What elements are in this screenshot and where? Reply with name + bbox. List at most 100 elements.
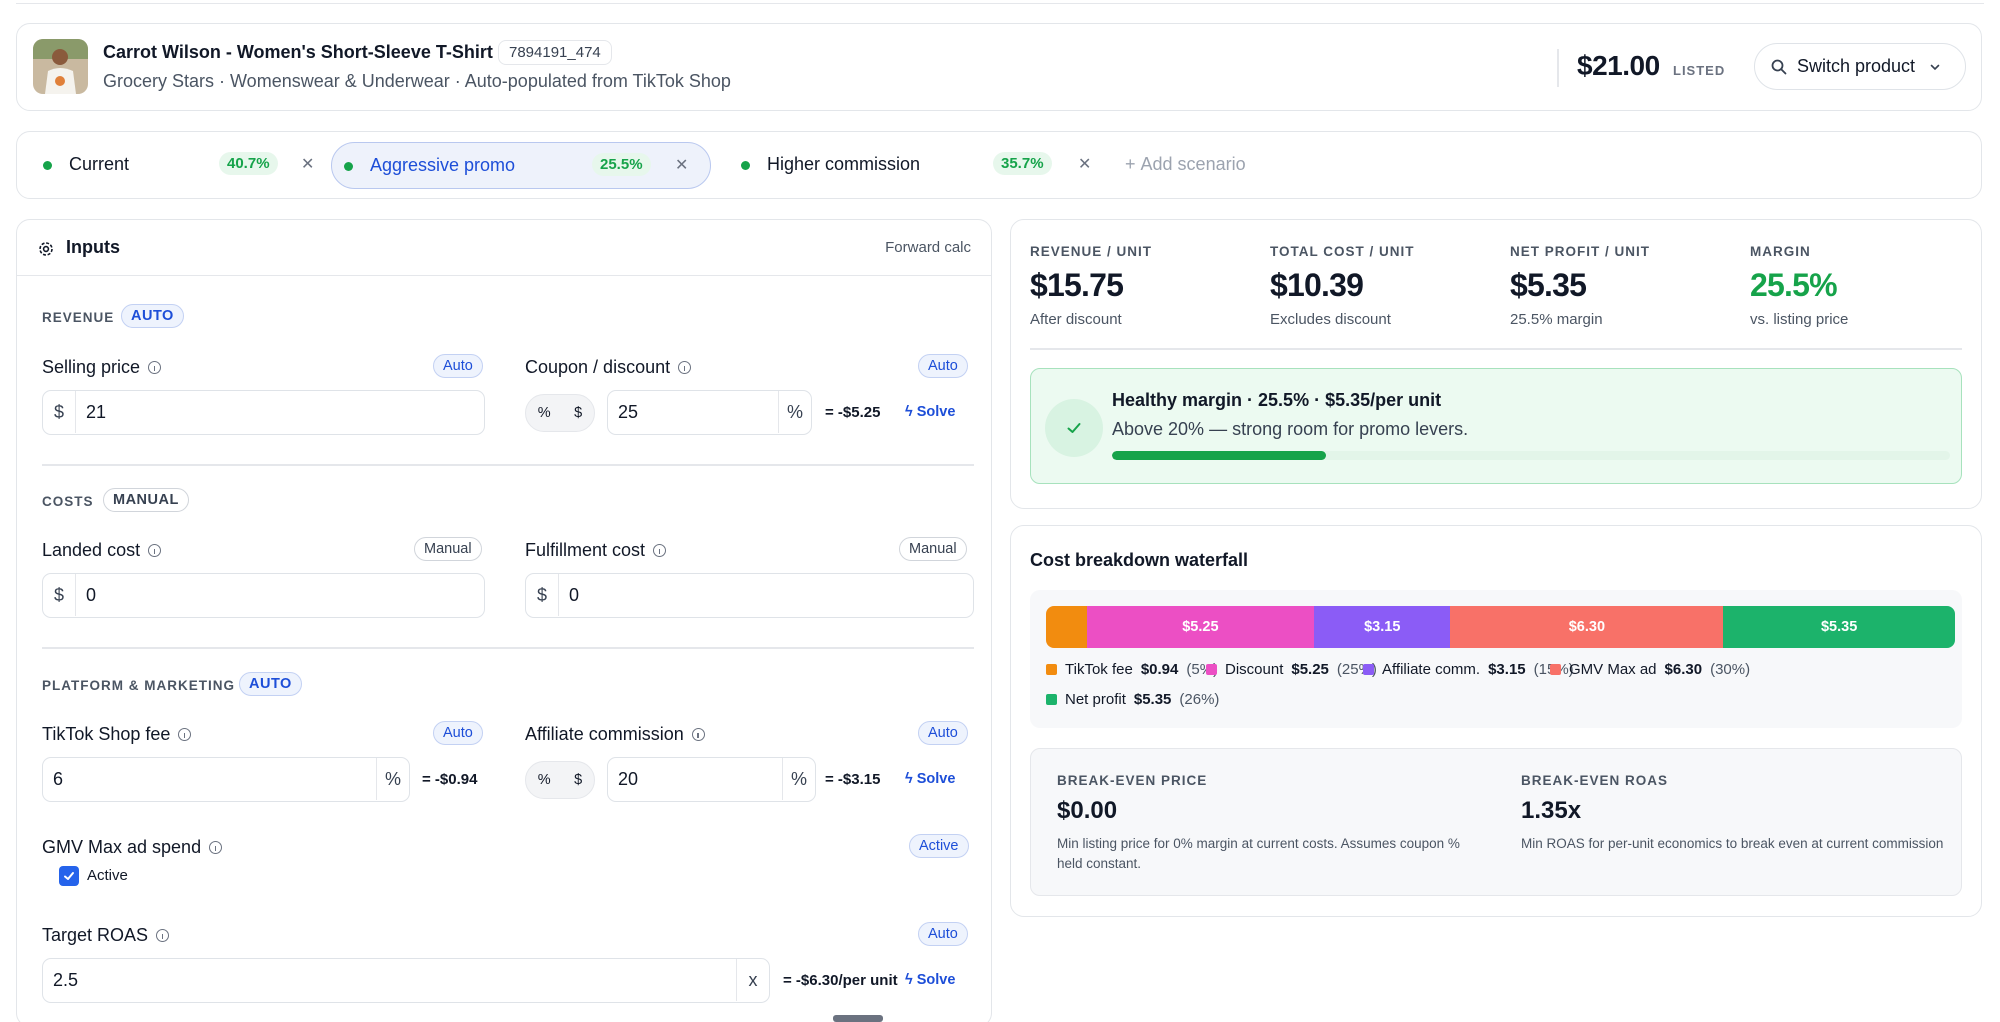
section-label-platform: PLATFORM & MARKETING [42, 678, 235, 693]
be-label: BREAK-EVEN PRICE [1057, 773, 1208, 788]
inputs-panel: Inputs Forward calc REVENUE AUTO Selling… [16, 219, 992, 1022]
gmv-active-label: Active [87, 867, 128, 884]
dollar-toggle[interactable]: $ [574, 405, 583, 421]
percent-suffix: % [778, 391, 811, 433]
legend-swatch [1046, 664, 1057, 675]
section-badge: AUTO [239, 672, 302, 696]
be-desc: Min listing price for 0% margin at curre… [1057, 836, 1460, 871]
manual-badge: Manual [414, 537, 482, 561]
legend-item: Net profit $5.35 (26%) [1046, 691, 1219, 708]
fulfillment-cost-label: Fulfillment cost [525, 540, 667, 561]
tiktok-fee-input[interactable] [43, 758, 373, 800]
product-thumbnail [33, 39, 88, 94]
add-scenario-button[interactable]: + Add scenario [1125, 154, 1246, 175]
info-icon [148, 544, 162, 557]
affiliate-commission-input[interactable] [608, 758, 778, 800]
legend-name: Affiliate comm. [1382, 661, 1481, 678]
target-roas-input[interactable] [43, 959, 733, 1001]
percent-toggle[interactable]: % [537, 405, 551, 421]
break-even-roas: BREAK-EVEN ROAS 1.35x Min ROAS for per-u… [1521, 773, 1951, 854]
tiktok-fee-field[interactable]: % [42, 757, 410, 802]
roas-solve-button[interactable]: ϟ Solve [905, 972, 956, 988]
coupon-solve-button[interactable]: ϟ Solve [905, 404, 956, 420]
section-badge: MANUAL [103, 488, 189, 512]
tiktok-fee-result: = -$0.94 [422, 771, 478, 788]
scroll-handle[interactable] [833, 1015, 883, 1022]
landed-cost-field[interactable]: $ [42, 573, 485, 618]
section-divider [42, 647, 974, 649]
close-icon[interactable]: ✕ [1078, 156, 1092, 173]
legend-amount: $3.15 [1488, 661, 1526, 678]
chevron-down-icon [1930, 64, 1940, 70]
close-icon[interactable]: ✕ [301, 156, 315, 173]
info-icon [691, 728, 705, 741]
info-icon [678, 361, 692, 374]
scenario-name: Higher commission [767, 154, 921, 174]
target-roas-field[interactable]: x [42, 958, 770, 1003]
percent-toggle[interactable]: % [537, 772, 551, 788]
section-label-revenue: REVENUE [42, 310, 115, 325]
metric-total-cost: TOTAL COST / UNIT $10.39 Excludes discou… [1270, 244, 1415, 328]
check-icon [64, 872, 74, 880]
margin-progress-bar [1112, 451, 1950, 460]
legend-item: TikTok fee $0.94 (5%) [1046, 661, 1218, 678]
metric-value: 25.5% [1750, 267, 1838, 303]
coupon-result: = -$5.25 [825, 404, 881, 421]
sku-badge: 7894191_474 [498, 40, 612, 65]
affiliate-commission-label: Affiliate commission [525, 724, 705, 745]
fulfillment-cost-input[interactable] [559, 574, 964, 616]
info-icon [156, 929, 170, 942]
legend-amount: $5.35 [1133, 691, 1172, 708]
coupon-field[interactable]: % [607, 390, 812, 435]
waterfall-segment: $5.25 [1086, 606, 1315, 648]
inputs-title: Inputs [66, 237, 120, 257]
legend-item: Discount $5.25 (25%) [1206, 661, 1377, 678]
scenario-tab-aggressive-promo[interactable]: Aggressive promo 25.5% ✕ [331, 142, 711, 189]
check-circle-icon [1045, 399, 1103, 457]
selling-price-label: Selling price [42, 357, 162, 378]
affiliate-commission-field[interactable]: % [607, 757, 816, 802]
inputs-header: Inputs Forward calc [17, 220, 991, 276]
unit-toggle[interactable]: % $ [525, 761, 595, 799]
margin-progress-fill [1112, 451, 1326, 460]
coupon-input[interactable] [608, 391, 773, 433]
metric-value: $5.35 [1510, 267, 1587, 303]
be-desc: Min ROAS for per-unit economics to break… [1521, 836, 1944, 851]
scenario-tab-higher-commission[interactable]: Higher commission 35.7% ✕ [729, 142, 1109, 189]
legend-swatch [1046, 694, 1057, 705]
auto-badge: Auto [918, 922, 968, 946]
legend-item: GMV Max ad $6.30 (30%) [1550, 661, 1750, 678]
status-dot [344, 162, 353, 171]
legend-name: Discount [1225, 661, 1284, 678]
fulfillment-cost-field[interactable]: $ [525, 573, 974, 618]
be-value: 1.35x [1521, 797, 1582, 824]
landed-cost-input[interactable] [76, 574, 476, 616]
scenario-tab-current[interactable]: Current 40.7% ✕ [31, 142, 326, 189]
switch-product-button[interactable]: Switch product [1754, 43, 1966, 90]
waterfall-segment: $5.35 [1723, 606, 1955, 648]
landed-cost-label: Landed cost [42, 540, 162, 561]
selling-price-field[interactable]: $ [42, 390, 485, 435]
info-icon [148, 361, 162, 374]
roas-result: = -$6.30/per unit [783, 972, 898, 989]
waterfall-title: Cost breakdown waterfall [1030, 550, 1249, 570]
waterfall-chart: $5.25 $3.15 $6.30 $5.35 TikTok fee $0.94 (5%)… [1030, 590, 1962, 728]
gmv-active-checkbox[interactable] [59, 866, 79, 886]
unit-toggle[interactable]: % $ [525, 394, 595, 432]
listed-price: $21.00 [1577, 50, 1660, 81]
be-label: BREAK-EVEN ROAS [1521, 773, 1669, 788]
close-icon[interactable]: ✕ [675, 157, 689, 174]
waterfall-panel: Cost breakdown waterfall $5.25 $3.15 $6.30… [1010, 525, 1982, 917]
affiliate-solve-button[interactable]: ϟ Solve [905, 771, 956, 787]
legend-swatch [1206, 664, 1217, 675]
metric-margin: MARGIN 25.5% vs. listing price [1750, 244, 1848, 328]
dollar-toggle[interactable]: $ [574, 772, 583, 788]
summary-panel: REVENUE / UNIT $15.75 After discount TOT… [1010, 219, 1982, 509]
status-dot [43, 161, 52, 170]
lightning-icon: ϟ [905, 771, 913, 787]
auto-badge: Auto [433, 354, 483, 378]
selling-price-input[interactable] [76, 391, 476, 433]
info-icon [653, 544, 667, 557]
legend-name: Net profit [1065, 691, 1126, 708]
scenario-margin-badge: 35.7% [993, 152, 1052, 175]
